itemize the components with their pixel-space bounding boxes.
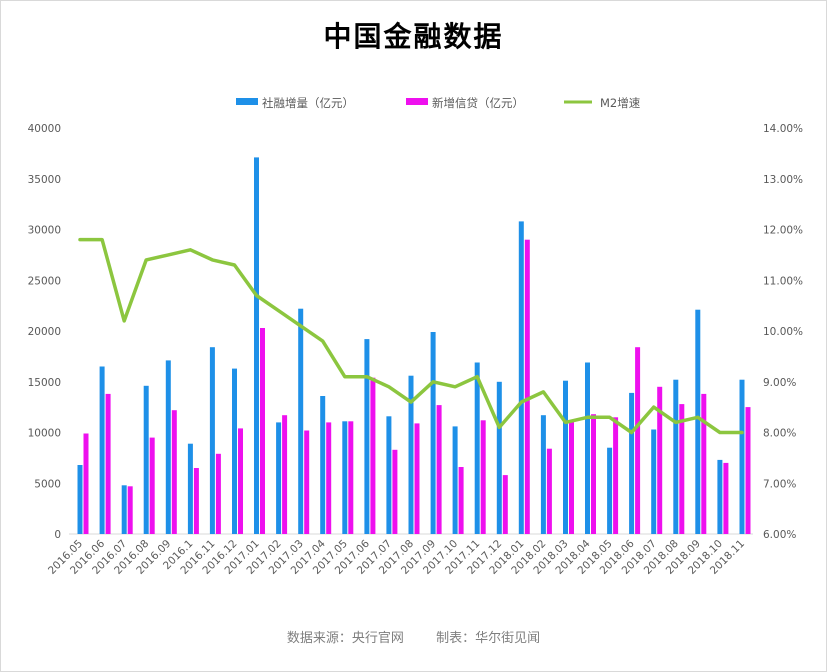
- bar-new-loans: [193, 468, 199, 534]
- bar-social-financing: [143, 385, 149, 534]
- bar-new-loans: [171, 410, 177, 534]
- bar-new-loans: [701, 393, 707, 534]
- bar-social-financing: [165, 360, 171, 534]
- bar-social-financing: [342, 421, 348, 534]
- y-left-tick-label: 20000: [28, 326, 61, 338]
- chart-title: 中国金融数据: [323, 20, 504, 53]
- bar-social-financing: [430, 332, 436, 534]
- bar-social-financing: [496, 381, 502, 535]
- bar-social-financing: [298, 308, 304, 534]
- bar-social-financing: [673, 379, 679, 534]
- bar-new-loans: [458, 467, 464, 534]
- bar-social-financing: [629, 392, 635, 534]
- y-left-tick-label: 25000: [28, 275, 61, 287]
- bar-new-loans: [657, 386, 663, 534]
- bar-new-loans: [304, 430, 310, 534]
- bar-new-loans: [238, 428, 243, 534]
- bar-social-financing: [232, 368, 237, 534]
- bar-social-financing: [563, 380, 568, 534]
- y-left-tick-label: 35000: [28, 174, 61, 186]
- bar-new-loans: [591, 414, 596, 534]
- y-right-tick-label: 10.00%: [763, 326, 803, 338]
- y-left-tick-label: 10000: [28, 428, 61, 440]
- bar-social-financing: [121, 485, 127, 534]
- y-left-tick-label: 15000: [28, 377, 61, 389]
- bar-new-loans: [635, 347, 641, 534]
- bar-social-financing: [77, 465, 83, 534]
- bar-social-financing: [99, 366, 105, 534]
- legend-social-financing-label: 社融增量（亿元）: [262, 96, 354, 110]
- bar-social-financing: [254, 157, 259, 534]
- bar-social-financing: [518, 221, 524, 534]
- bar-social-financing: [452, 426, 458, 534]
- bar-new-loans: [105, 393, 111, 534]
- y-left-tick-label: 0: [54, 529, 61, 541]
- bar-social-financing: [386, 416, 392, 534]
- y-left-tick-label: 30000: [28, 225, 61, 237]
- legend-social-financing-swatch: [236, 98, 258, 105]
- bar-social-financing: [209, 347, 215, 534]
- bar-new-loans: [546, 448, 552, 534]
- bar-new-loans: [679, 404, 685, 534]
- bar-new-loans: [348, 421, 354, 534]
- y-left-tick-label: 40000: [28, 123, 61, 135]
- line-m2-growth: [78, 237, 744, 435]
- bar-new-loans: [480, 420, 486, 534]
- bar-new-loans: [370, 377, 376, 534]
- bar-new-loans: [524, 239, 530, 534]
- bar-new-loans: [613, 417, 619, 534]
- footer: 数据来源：央行官网 制表：华尔街见闻: [1, 627, 826, 646]
- bar-new-loans: [436, 405, 442, 534]
- y-right-tick-label: 7.00%: [763, 478, 796, 490]
- bar-new-loans: [83, 433, 89, 534]
- y-right-tick-label: 11.00%: [763, 275, 803, 287]
- bar-social-financing: [585, 362, 590, 534]
- bar-new-loans: [326, 422, 332, 534]
- y-right-tick-label: 12.00%: [763, 225, 803, 237]
- y-left-tick-label: 5000: [34, 478, 61, 490]
- bar-new-loans: [149, 437, 155, 534]
- bar-social-financing: [739, 379, 745, 534]
- bar-social-financing: [695, 309, 701, 534]
- bar-social-financing: [408, 375, 414, 534]
- bar-new-loans: [723, 462, 729, 534]
- legend-new-loans-label: 新增信贷（亿元）: [432, 96, 524, 110]
- bar-new-loans: [414, 423, 420, 534]
- chart-maker-text: 制表：华尔街见闻: [436, 631, 541, 646]
- bar-social-financing: [320, 396, 326, 534]
- bar-social-financing: [540, 415, 546, 534]
- y-right-tick-label: 13.00%: [763, 174, 803, 186]
- y-right-tick-label: 8.00%: [763, 428, 796, 440]
- bar-social-financing: [717, 459, 723, 534]
- bar-social-financing: [276, 422, 282, 534]
- bar-new-loans: [392, 449, 398, 534]
- bar-social-financing: [651, 429, 657, 534]
- data-source-text: 数据来源：央行官网: [286, 631, 404, 646]
- bar-new-loans: [127, 486, 133, 534]
- bar-new-loans: [260, 328, 265, 534]
- y-right-tick-label: 9.00%: [763, 377, 796, 389]
- bar-social-financing: [364, 339, 370, 534]
- bar-new-loans: [745, 407, 751, 534]
- bar-new-loans: [569, 420, 574, 534]
- y-right-tick-label: 6.00%: [763, 529, 796, 541]
- bar-social-financing: [187, 443, 193, 534]
- bar-social-financing: [607, 447, 613, 534]
- bar-new-loans: [502, 475, 508, 534]
- y-right-tick-label: 14.00%: [763, 123, 803, 135]
- legend-new-loans-swatch: [406, 98, 428, 105]
- bar-new-loans: [215, 453, 221, 534]
- bar-social-financing: [474, 362, 480, 534]
- bar-new-loans: [282, 415, 288, 534]
- legend-m2-growth-label: M2增速: [600, 96, 641, 110]
